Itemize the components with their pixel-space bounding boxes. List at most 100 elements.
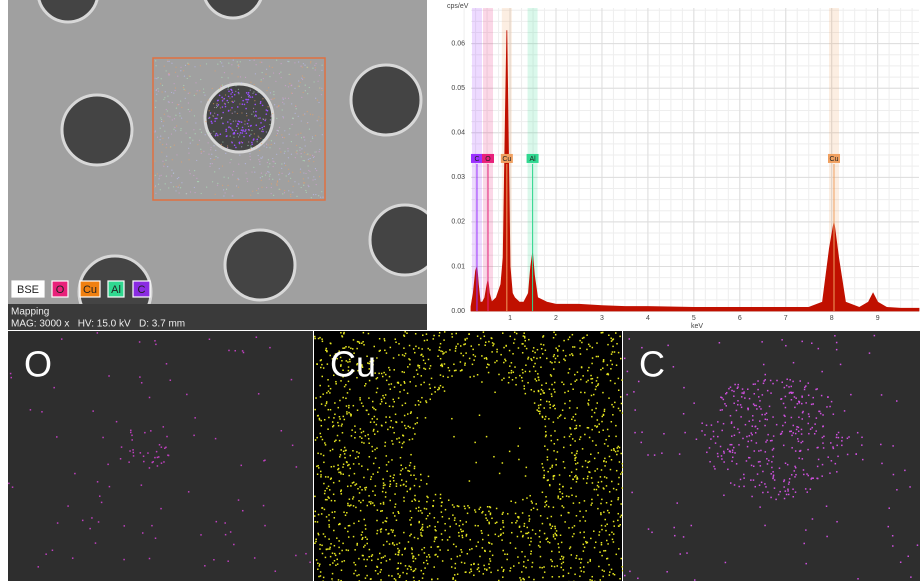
map-dot <box>346 413 348 415</box>
map-dot <box>591 499 593 501</box>
map-dot <box>617 499 619 501</box>
map-dot <box>591 502 593 504</box>
signal-dot <box>222 112 224 114</box>
signal-dot <box>308 185 309 186</box>
map-dot <box>603 570 605 572</box>
map-dot <box>415 333 417 335</box>
map-dot <box>555 459 557 461</box>
signal-dot <box>302 66 303 67</box>
map-dot <box>464 506 466 508</box>
map-dot <box>773 476 775 478</box>
map-dot <box>380 531 382 533</box>
map-dot <box>444 390 446 392</box>
map-dot <box>500 529 502 531</box>
map-dot <box>538 410 540 412</box>
map-dot <box>590 378 592 380</box>
map-dot <box>413 561 415 563</box>
signal-dot <box>232 92 234 94</box>
map-dot <box>123 559 125 561</box>
map-dot <box>585 541 587 543</box>
signal-dot <box>171 63 172 64</box>
map-dot <box>615 436 617 438</box>
signal-dot <box>160 189 161 190</box>
map-dot <box>392 427 394 429</box>
map-dot <box>426 483 428 485</box>
map-dot <box>764 374 766 376</box>
map-dot <box>372 554 374 556</box>
signal-dot <box>315 67 316 68</box>
signal-dot <box>180 70 181 71</box>
map-dot <box>242 510 244 512</box>
map-dot <box>317 415 319 417</box>
map-dot <box>108 375 110 377</box>
map-dot <box>740 416 742 418</box>
signal-dot <box>222 100 224 102</box>
map-dot <box>753 466 755 468</box>
map-dot <box>348 405 350 407</box>
map-dot <box>537 349 539 351</box>
map-dot <box>525 371 527 373</box>
map-dot <box>407 413 409 415</box>
map-dot <box>738 384 740 386</box>
map-dot <box>798 457 800 459</box>
map-dot <box>556 530 558 532</box>
map-dot <box>765 419 767 421</box>
map-dot <box>731 421 733 423</box>
map-dot <box>599 531 601 533</box>
map-dot <box>131 435 133 437</box>
map-dot <box>617 447 619 449</box>
map-dot <box>332 449 334 451</box>
map-dot <box>573 416 575 418</box>
signal-dot <box>277 181 278 182</box>
map-dot <box>430 399 432 401</box>
map-dot <box>559 474 561 476</box>
map-dot <box>552 465 554 467</box>
signal-dot <box>208 99 209 100</box>
signal-dot <box>161 175 162 176</box>
signal-dot <box>250 145 251 146</box>
map-dot <box>733 403 735 405</box>
map-dot <box>433 500 435 502</box>
map-dot <box>611 449 613 451</box>
map-dot <box>408 541 410 543</box>
signal-dot <box>220 61 221 62</box>
map-dot <box>753 403 755 405</box>
map-dot <box>400 457 402 459</box>
map-dot <box>417 538 419 540</box>
map-dot <box>534 363 536 365</box>
map-dot <box>401 447 403 449</box>
signal-dot <box>321 191 322 192</box>
signal-dot <box>296 108 297 109</box>
map-dot <box>770 440 772 442</box>
map-dot <box>383 557 385 559</box>
map-dot <box>538 407 540 409</box>
map-dot <box>547 471 549 473</box>
signal-dot <box>171 170 172 171</box>
signal-dot <box>310 62 311 63</box>
signal-dot <box>212 181 213 182</box>
map-dot <box>557 349 559 351</box>
map-dot <box>585 460 587 462</box>
map-dot <box>829 406 831 408</box>
map-dot <box>353 573 355 575</box>
map-dot <box>413 376 415 378</box>
map-dot <box>592 357 594 359</box>
map-dot <box>619 336 621 338</box>
signal-dot <box>255 114 257 116</box>
map-dot <box>107 464 109 466</box>
signal-dot <box>317 81 318 82</box>
map-dot <box>836 471 838 473</box>
map-dot <box>342 466 344 468</box>
map-dot <box>411 547 413 549</box>
map-dot <box>515 548 517 550</box>
signal-dot <box>272 161 273 162</box>
map-dot <box>407 366 409 368</box>
signal-dot <box>214 118 216 120</box>
map-dot <box>540 344 542 346</box>
map-dot <box>109 486 111 488</box>
signal-dot <box>308 177 309 178</box>
map-dot <box>542 390 544 392</box>
signal-dot <box>310 141 311 142</box>
signal-dot <box>221 77 222 78</box>
map-dot <box>617 450 619 452</box>
